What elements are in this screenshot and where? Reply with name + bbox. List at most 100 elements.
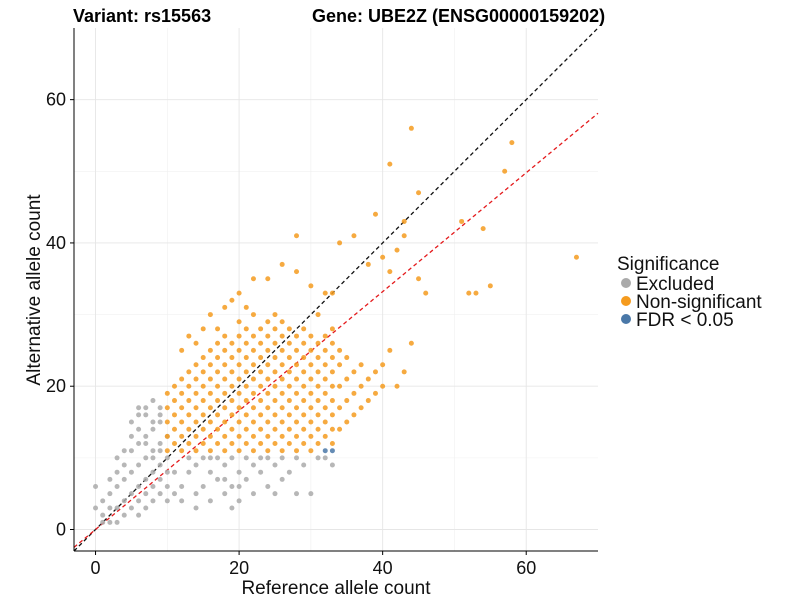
data-point	[294, 347, 300, 353]
data-point	[279, 455, 285, 461]
data-point	[322, 347, 328, 353]
data-point	[229, 484, 235, 490]
data-point	[114, 484, 120, 490]
data-point	[351, 233, 357, 239]
data-point	[157, 462, 163, 468]
data-point	[193, 491, 199, 497]
data-point	[315, 312, 321, 318]
data-point	[250, 390, 256, 396]
data-point	[387, 347, 393, 353]
data-point	[236, 448, 242, 454]
data-point	[337, 405, 343, 411]
data-point	[322, 390, 328, 396]
data-point	[286, 398, 292, 404]
data-point	[136, 462, 142, 468]
data-point	[171, 491, 177, 497]
data-point	[150, 419, 156, 425]
data-point	[344, 398, 350, 404]
x-tick-label: 40	[373, 558, 393, 578]
data-point	[229, 441, 235, 447]
data-point	[258, 369, 264, 375]
data-point	[372, 390, 378, 396]
data-point	[179, 484, 185, 490]
data-point	[100, 512, 106, 518]
data-point	[157, 476, 163, 482]
series-excluded	[93, 398, 335, 525]
data-point	[279, 347, 285, 353]
data-point	[301, 383, 307, 389]
data-point	[207, 469, 213, 475]
data-point	[329, 340, 335, 346]
data-point	[107, 505, 113, 511]
data-point	[487, 283, 493, 289]
data-point	[121, 476, 127, 482]
data-point	[157, 448, 163, 454]
data-point	[193, 362, 199, 368]
data-point	[258, 340, 264, 346]
data-point	[301, 369, 307, 375]
data-point	[193, 340, 199, 346]
data-point	[308, 390, 314, 396]
data-point	[243, 476, 249, 482]
data-point	[243, 412, 249, 418]
data-point	[315, 455, 321, 461]
data-point	[272, 383, 278, 389]
grid	[74, 28, 598, 551]
data-point	[150, 455, 156, 461]
data-point	[265, 448, 271, 454]
data-point	[380, 362, 386, 368]
data-point	[380, 254, 386, 260]
data-point	[186, 383, 192, 389]
data-point	[229, 340, 235, 346]
data-point	[286, 441, 292, 447]
data-point	[143, 433, 149, 439]
data-point	[301, 426, 307, 432]
data-point	[164, 419, 170, 425]
data-point	[200, 412, 206, 418]
data-point	[222, 448, 228, 454]
data-point	[258, 355, 264, 361]
data-point	[272, 369, 278, 375]
data-point	[308, 283, 314, 289]
data-point	[258, 398, 264, 404]
data-point	[143, 441, 149, 447]
data-point	[186, 398, 192, 404]
data-point	[128, 433, 134, 439]
data-point	[143, 455, 149, 461]
data-point	[121, 512, 127, 518]
data-point	[179, 390, 185, 396]
data-point	[193, 448, 199, 454]
data-point	[121, 498, 127, 504]
data-point	[286, 326, 292, 332]
data-point	[229, 505, 235, 511]
data-point	[186, 333, 192, 339]
data-point	[322, 333, 328, 339]
data-point	[279, 333, 285, 339]
reference-line-fit	[73, 112, 599, 548]
y-tick-label: 60	[46, 90, 66, 110]
data-point	[250, 376, 256, 382]
data-point	[301, 326, 307, 332]
data-point	[329, 290, 335, 296]
data-point	[329, 383, 335, 389]
data-point	[207, 498, 213, 504]
data-point	[236, 347, 242, 353]
data-point	[136, 405, 142, 411]
data-point	[215, 326, 221, 332]
data-point	[279, 390, 285, 396]
data-point	[222, 405, 228, 411]
y-tick-label: 40	[46, 233, 66, 253]
data-point	[365, 261, 371, 267]
data-point	[121, 448, 127, 454]
data-point	[229, 383, 235, 389]
data-point	[150, 426, 156, 432]
data-point	[286, 469, 292, 475]
data-point	[372, 369, 378, 375]
data-point	[236, 362, 242, 368]
data-point	[322, 362, 328, 368]
data-point	[351, 390, 357, 396]
data-point	[186, 469, 192, 475]
data-point	[150, 448, 156, 454]
data-point	[171, 441, 177, 447]
data-point	[301, 398, 307, 404]
